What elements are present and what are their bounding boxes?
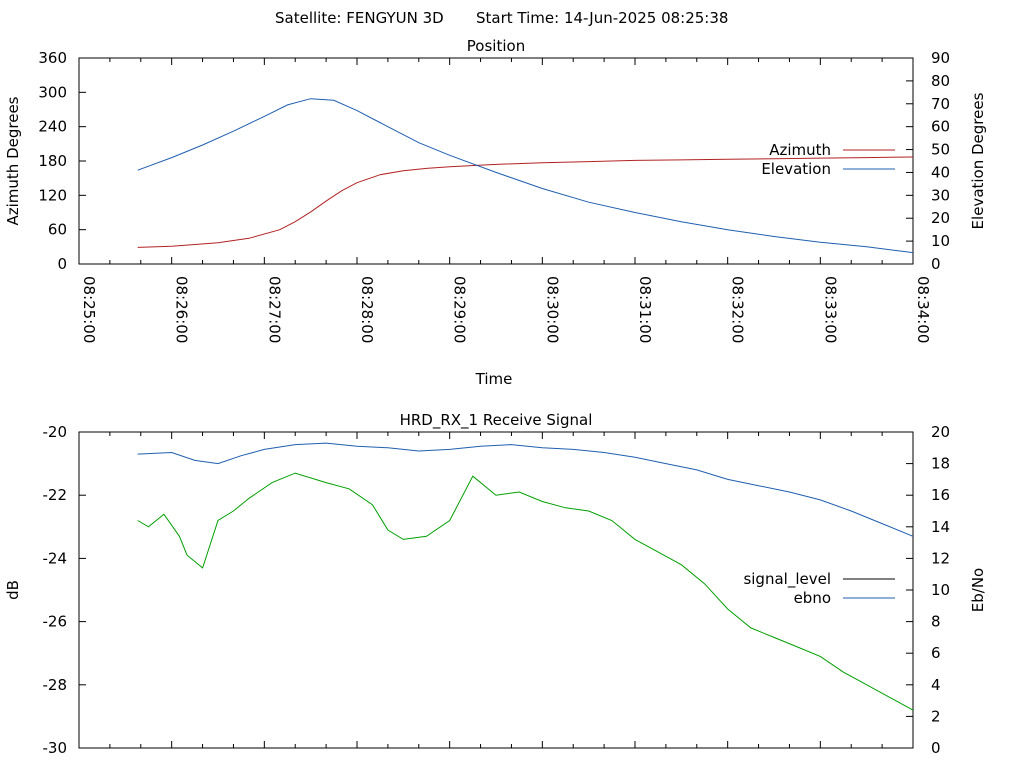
series-line-1 (137, 442, 914, 537)
y-axis-label: Azimuth Degrees (4, 96, 22, 225)
chart-header-satellite: Satellite: FENGYUN 3D (275, 9, 444, 27)
x-axis-label: Time (475, 370, 513, 388)
y2-tick-label: 8 (931, 613, 941, 631)
y2-tick-label: 18 (931, 455, 950, 473)
x-tick-label: 08:29:00 (451, 276, 469, 343)
y2-tick-label: 6 (931, 644, 941, 662)
series-line-0 (137, 156, 914, 248)
x-tick-label: 08:33:00 (821, 276, 839, 343)
y-tick-label: -30 (43, 739, 68, 757)
x-tick-label: 08:28:00 (358, 276, 376, 343)
y2-axis-label: Elevation Degrees (969, 92, 987, 229)
y2-tick-label: 16 (931, 486, 950, 504)
y2-axis-label: Eb/No (969, 568, 987, 612)
series-line-1 (137, 98, 914, 254)
plot-frame (78, 431, 914, 749)
y2-tick-label: 2 (931, 707, 941, 725)
y-tick-label: -22 (43, 486, 68, 504)
y-tick-label: -24 (43, 549, 68, 567)
x-tick-label: 08:34:00 (914, 276, 932, 343)
y2-tick-label: 90 (931, 49, 950, 67)
y2-tick-label: 10 (931, 232, 950, 250)
legend-label: ebno (794, 589, 831, 607)
y2-tick-label: 14 (931, 518, 950, 536)
y2-tick-label: 40 (931, 163, 950, 181)
x-tick-label: 08:26:00 (173, 276, 191, 343)
legend-label: signal_level (743, 570, 831, 589)
y-tick-label: 240 (38, 118, 67, 136)
y-tick-label: -28 (43, 676, 68, 694)
y2-tick-label: 80 (931, 72, 950, 90)
x-tick-label: 08:27:00 (265, 276, 283, 343)
y-tick-label: 0 (57, 255, 67, 273)
chart-title: HRD_RX_1 Receive Signal (400, 411, 593, 430)
receive-signal-chart: HRD_RX_1 Receive Signal -30 -28 -26 -24 -22 -2… (4, 411, 987, 757)
y2-tick-label: 70 (931, 95, 950, 113)
y2-tick-label: 10 (931, 581, 950, 599)
legend-label: Azimuth (769, 141, 831, 159)
chart-title: Position (467, 37, 525, 55)
y-tick-label: -26 (43, 613, 68, 631)
y-tick-label: 360 (38, 49, 67, 67)
series-line-0 (137, 472, 914, 711)
legend-label: Elevation (761, 160, 831, 178)
y2-tick-label: 60 (931, 118, 950, 136)
x-tick-label: 08:25:00 (80, 276, 98, 343)
y-tick-label: 120 (38, 186, 67, 204)
y2-tick-label: 50 (931, 141, 950, 159)
y2-tick-label: 0 (931, 739, 941, 757)
y2-tick-label: 20 (931, 209, 950, 227)
chart-header-start-time: Start Time: 14-Jun-2025 08:25:38 (476, 9, 728, 27)
y-tick-label: -20 (43, 423, 68, 441)
y-tick-label: 300 (38, 83, 67, 101)
y2-tick-label: 30 (931, 186, 950, 204)
y2-tick-label: 12 (931, 549, 950, 567)
x-tick-label: 08:30:00 (543, 276, 561, 343)
x-tick-label: 08:31:00 (636, 276, 654, 343)
x-tick-label: 08:32:00 (729, 276, 747, 343)
y2-tick-label: 0 (931, 255, 941, 273)
y-tick-label: 180 (38, 152, 67, 170)
y2-tick-label: 4 (931, 676, 941, 694)
y-axis-label: dB (4, 580, 22, 600)
y-tick-label: 60 (48, 221, 67, 239)
position-chart: Position 08:25:00 08:26:00 08:27:00 08:28:00… (4, 37, 987, 388)
y2-tick-label: 20 (931, 423, 950, 441)
